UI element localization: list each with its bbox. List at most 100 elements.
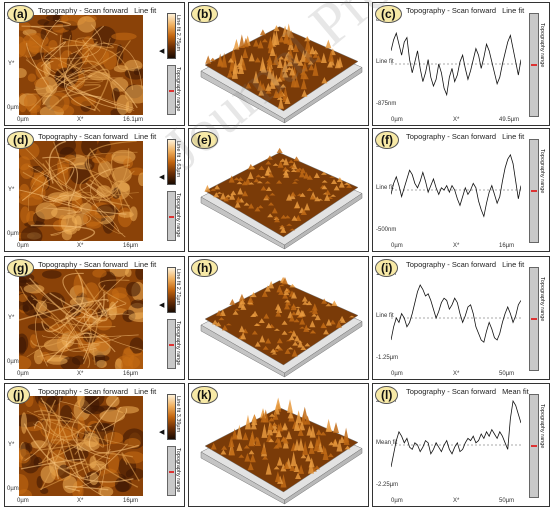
surface-peak	[280, 83, 287, 88]
y-axis-mid-label: Line fit	[376, 59, 394, 65]
surface-peak	[282, 86, 289, 100]
scan-title: Topography - Scan forward	[406, 132, 497, 141]
profile-plot	[391, 153, 521, 218]
surface-peak	[312, 53, 319, 58]
surface-peak	[242, 37, 249, 48]
surface-peak	[313, 465, 320, 470]
surface-peak	[337, 56, 344, 68]
surface-peak	[276, 429, 283, 437]
y-axis-bottom-label: -2.25µm	[376, 482, 399, 488]
surface-peak	[266, 66, 273, 79]
surface-peak	[285, 299, 292, 306]
y-axis-mid-label: Y*	[8, 442, 15, 448]
y-axis-bottom-label: -500nm	[376, 227, 397, 233]
surface-peak	[281, 320, 288, 325]
surface-peak	[308, 443, 315, 454]
surface-peak	[301, 296, 308, 302]
surface-peak	[285, 430, 292, 440]
surface-peak	[220, 449, 227, 455]
surface-peak	[321, 185, 328, 190]
surface-peak	[212, 319, 219, 325]
y-axis-mid-label: Line fit	[376, 185, 394, 191]
surface-peak	[266, 55, 273, 65]
surface-peak	[311, 303, 318, 311]
surface-peak	[250, 313, 257, 317]
surface-peak	[280, 436, 287, 442]
surface-peak	[267, 213, 274, 218]
surface-peak	[234, 200, 241, 208]
surface-peak	[304, 36, 311, 42]
surface-peak	[247, 171, 254, 179]
surface-peak	[300, 167, 307, 174]
surface-peak	[300, 49, 307, 62]
surface-peak	[291, 349, 298, 357]
surface-peak	[262, 345, 269, 350]
surface-peak	[257, 79, 264, 91]
surface-peak	[256, 181, 263, 184]
surface-peak	[273, 328, 280, 331]
surface-peak	[292, 341, 299, 346]
surface-peak	[227, 57, 234, 63]
surface-peak	[283, 31, 290, 44]
afm-topography-image	[19, 269, 143, 369]
surface-peak	[209, 57, 216, 62]
topography-panel: (a) Topography - Scan forward Line fit 16.1…	[4, 2, 185, 126]
surface-peak	[324, 193, 331, 201]
surface-peak	[289, 228, 296, 231]
surface-peak	[296, 340, 303, 343]
panel-title: Topography - Scan forward Line fit	[406, 260, 524, 269]
afm-topography-image	[19, 15, 143, 115]
surface-peak	[340, 319, 347, 323]
surface-peak	[323, 329, 330, 335]
3d-view-panel: (k)	[188, 383, 369, 507]
surface-peak	[230, 190, 237, 196]
surface-peak	[293, 318, 300, 323]
surface-peak	[250, 292, 257, 298]
surface-peak	[237, 187, 244, 195]
surface-peak	[274, 91, 281, 99]
surface-peak	[257, 40, 264, 49]
surface-peak	[272, 163, 279, 166]
surface-peak	[287, 347, 294, 350]
afm-topography-image	[19, 396, 143, 496]
x-axis-start-label: 0µm	[391, 371, 403, 377]
fit-mode: Mean fit	[502, 387, 529, 396]
surface-peak	[265, 88, 272, 94]
surface-peak	[252, 70, 259, 84]
surface-peak	[293, 419, 300, 431]
surface-peak	[265, 322, 272, 329]
x-axis-start-label: 0µm	[391, 498, 403, 504]
surface-peak	[280, 214, 287, 219]
y-axis-bottom-label: 0µm	[7, 486, 19, 492]
surface-peak	[290, 291, 297, 299]
base-side-right	[284, 192, 363, 250]
surface-peak	[286, 193, 293, 201]
surface-peak	[329, 176, 336, 178]
surface-peak	[238, 34, 245, 49]
surface-peak	[247, 462, 254, 471]
surface-peak	[221, 445, 228, 450]
surface-peak	[267, 36, 274, 49]
surface-peak	[269, 79, 276, 89]
surface-peak	[320, 171, 327, 175]
topography-panel: (d)Topography - Scan forward Line fit 16µm…	[4, 128, 185, 252]
range-label: Topography range	[175, 321, 181, 366]
surface-peak	[308, 310, 315, 313]
surface-peak	[287, 47, 294, 59]
surface-peak	[278, 35, 285, 43]
surface-peak	[258, 318, 265, 323]
surface-peak	[294, 335, 301, 342]
surface-peak	[313, 172, 320, 178]
surface-peak	[233, 38, 240, 50]
surface-peak	[284, 348, 291, 354]
surface-peak	[303, 324, 310, 332]
surface-peak	[304, 415, 311, 425]
surface-peak	[300, 64, 307, 80]
surface-peak	[324, 189, 331, 195]
surface-peak	[238, 293, 245, 301]
surface-peak	[232, 310, 239, 315]
surface-peak	[254, 206, 261, 212]
surface-peak	[307, 460, 314, 474]
surface-peak	[253, 178, 260, 183]
